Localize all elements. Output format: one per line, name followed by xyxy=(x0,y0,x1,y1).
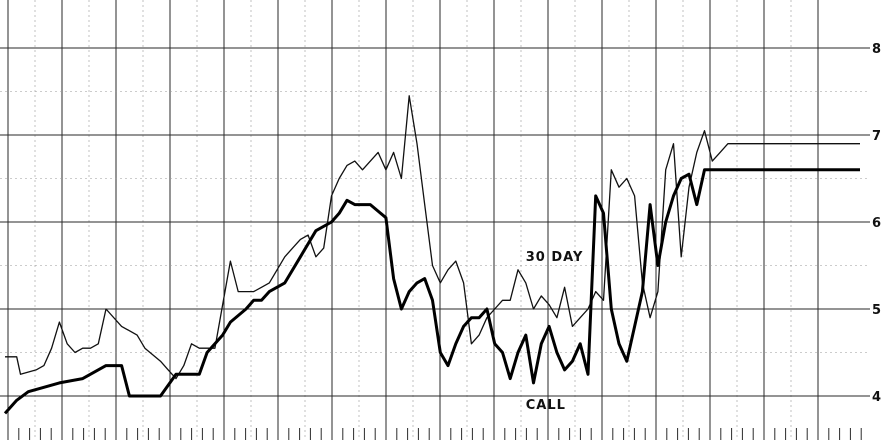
series-label-layer: 30 DAY CALL xyxy=(526,250,584,413)
series-layer xyxy=(3,95,860,415)
y-tick-label: 6 xyxy=(872,216,881,231)
y-tick-label: 8 xyxy=(872,42,881,57)
y-tick-label: 4 xyxy=(872,390,881,405)
y-tick-label: 7 xyxy=(872,129,881,144)
series-label-30-day: 30 DAY xyxy=(526,250,584,265)
series-label-call: CALL xyxy=(526,398,566,413)
y-tick-label: 5 xyxy=(872,303,881,318)
tick-label-layer: 4 5 6 7 8 xyxy=(872,42,881,405)
series-line-call xyxy=(3,168,860,415)
series-line-30-day xyxy=(5,95,860,380)
